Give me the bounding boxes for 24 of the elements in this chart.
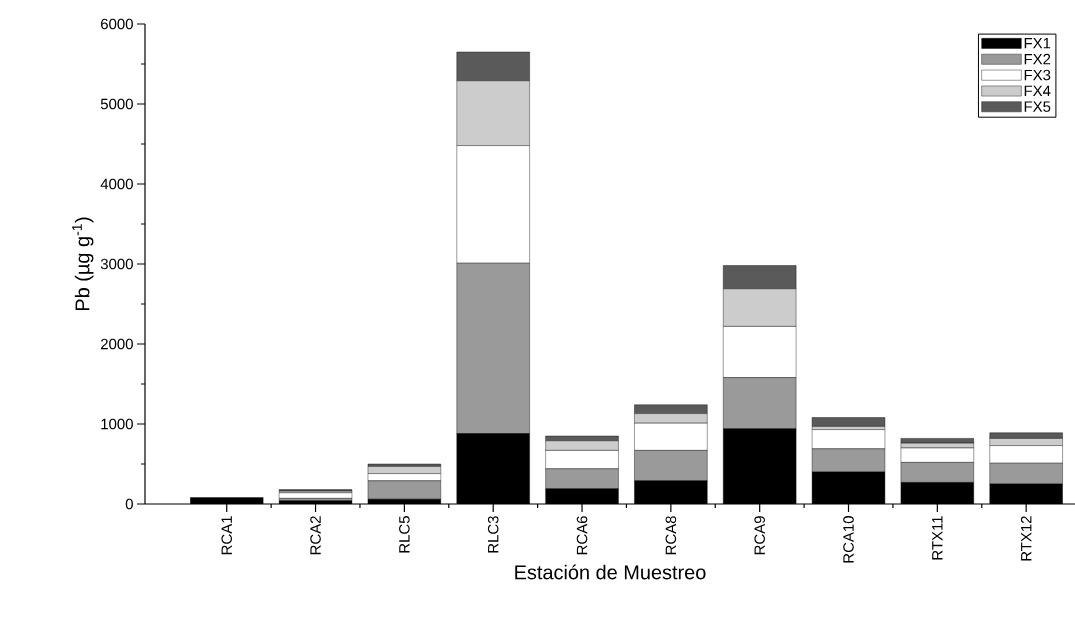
y-axis-title: Pb (µg g$^{-1}$) <box>72 217 94 310</box>
y-tick-label: 0 <box>125 498 133 510</box>
x-axis-title: Estación de Muestreo <box>515 564 706 580</box>
x-tick-label: RTX12 <box>1020 516 1032 561</box>
x-tick-label: RCA2 <box>310 516 321 555</box>
x-tick-label: RCA6 <box>576 516 588 555</box>
x-tick-label: RCA10 <box>843 516 854 563</box>
x-tick-label: RCA9 <box>754 516 765 555</box>
legend-label: FX4 <box>1024 85 1051 96</box>
x-tick-label: RLC5 <box>399 516 410 553</box>
y-tick-label: 3000 <box>100 258 133 270</box>
legend-label: FX3 <box>1024 69 1051 81</box>
legend-label: FX5 <box>1024 101 1051 112</box>
legend-label: FX1 <box>1024 38 1051 49</box>
y-tick-label: 5000 <box>100 98 133 110</box>
x-tick-label: RLC3 <box>487 516 499 553</box>
legend-label: FX2 <box>1024 53 1051 65</box>
y-tick-label: 2000 <box>101 338 133 350</box>
y-tick-label: 6000 <box>101 18 133 30</box>
y-tick-label: 1000 <box>101 418 133 430</box>
x-tick-label: RTX11 <box>932 516 943 560</box>
x-tick-label: RCA8 <box>665 516 677 555</box>
x-tick-label: RCA1 <box>221 516 233 555</box>
y-tick-label: 4000 <box>100 178 133 190</box>
